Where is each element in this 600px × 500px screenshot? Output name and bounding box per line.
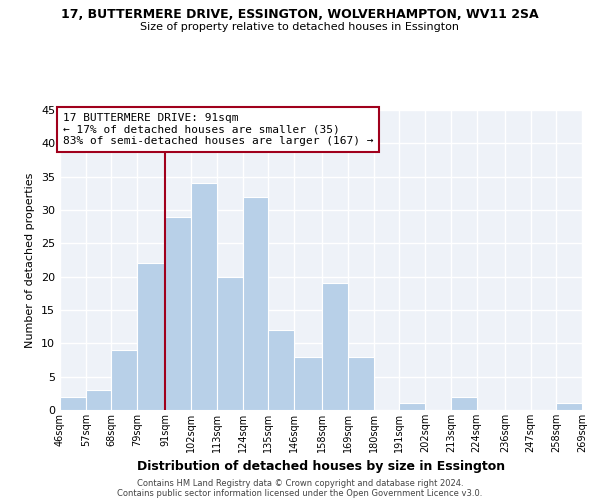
Text: 17, BUTTERMERE DRIVE, ESSINGTON, WOLVERHAMPTON, WV11 2SA: 17, BUTTERMERE DRIVE, ESSINGTON, WOLVERH… — [61, 8, 539, 20]
Bar — [166, 216, 191, 410]
Bar — [191, 184, 217, 410]
Bar — [86, 390, 112, 410]
Bar — [137, 264, 166, 410]
Bar — [60, 396, 86, 410]
Y-axis label: Number of detached properties: Number of detached properties — [25, 172, 35, 348]
Bar — [112, 350, 137, 410]
Text: Contains public sector information licensed under the Open Government Licence v3: Contains public sector information licen… — [118, 488, 482, 498]
Bar — [242, 196, 268, 410]
Text: Size of property relative to detached houses in Essington: Size of property relative to detached ho… — [140, 22, 460, 32]
Bar — [322, 284, 348, 410]
Text: Contains HM Land Registry data © Crown copyright and database right 2024.: Contains HM Land Registry data © Crown c… — [137, 478, 463, 488]
Bar — [217, 276, 242, 410]
Bar — [294, 356, 322, 410]
Bar — [451, 396, 476, 410]
X-axis label: Distribution of detached houses by size in Essington: Distribution of detached houses by size … — [137, 460, 505, 473]
Bar — [556, 404, 582, 410]
Bar — [348, 356, 374, 410]
Bar — [268, 330, 294, 410]
Text: 17 BUTTERMERE DRIVE: 91sqm
← 17% of detached houses are smaller (35)
83% of semi: 17 BUTTERMERE DRIVE: 91sqm ← 17% of deta… — [62, 113, 373, 146]
Bar — [400, 404, 425, 410]
